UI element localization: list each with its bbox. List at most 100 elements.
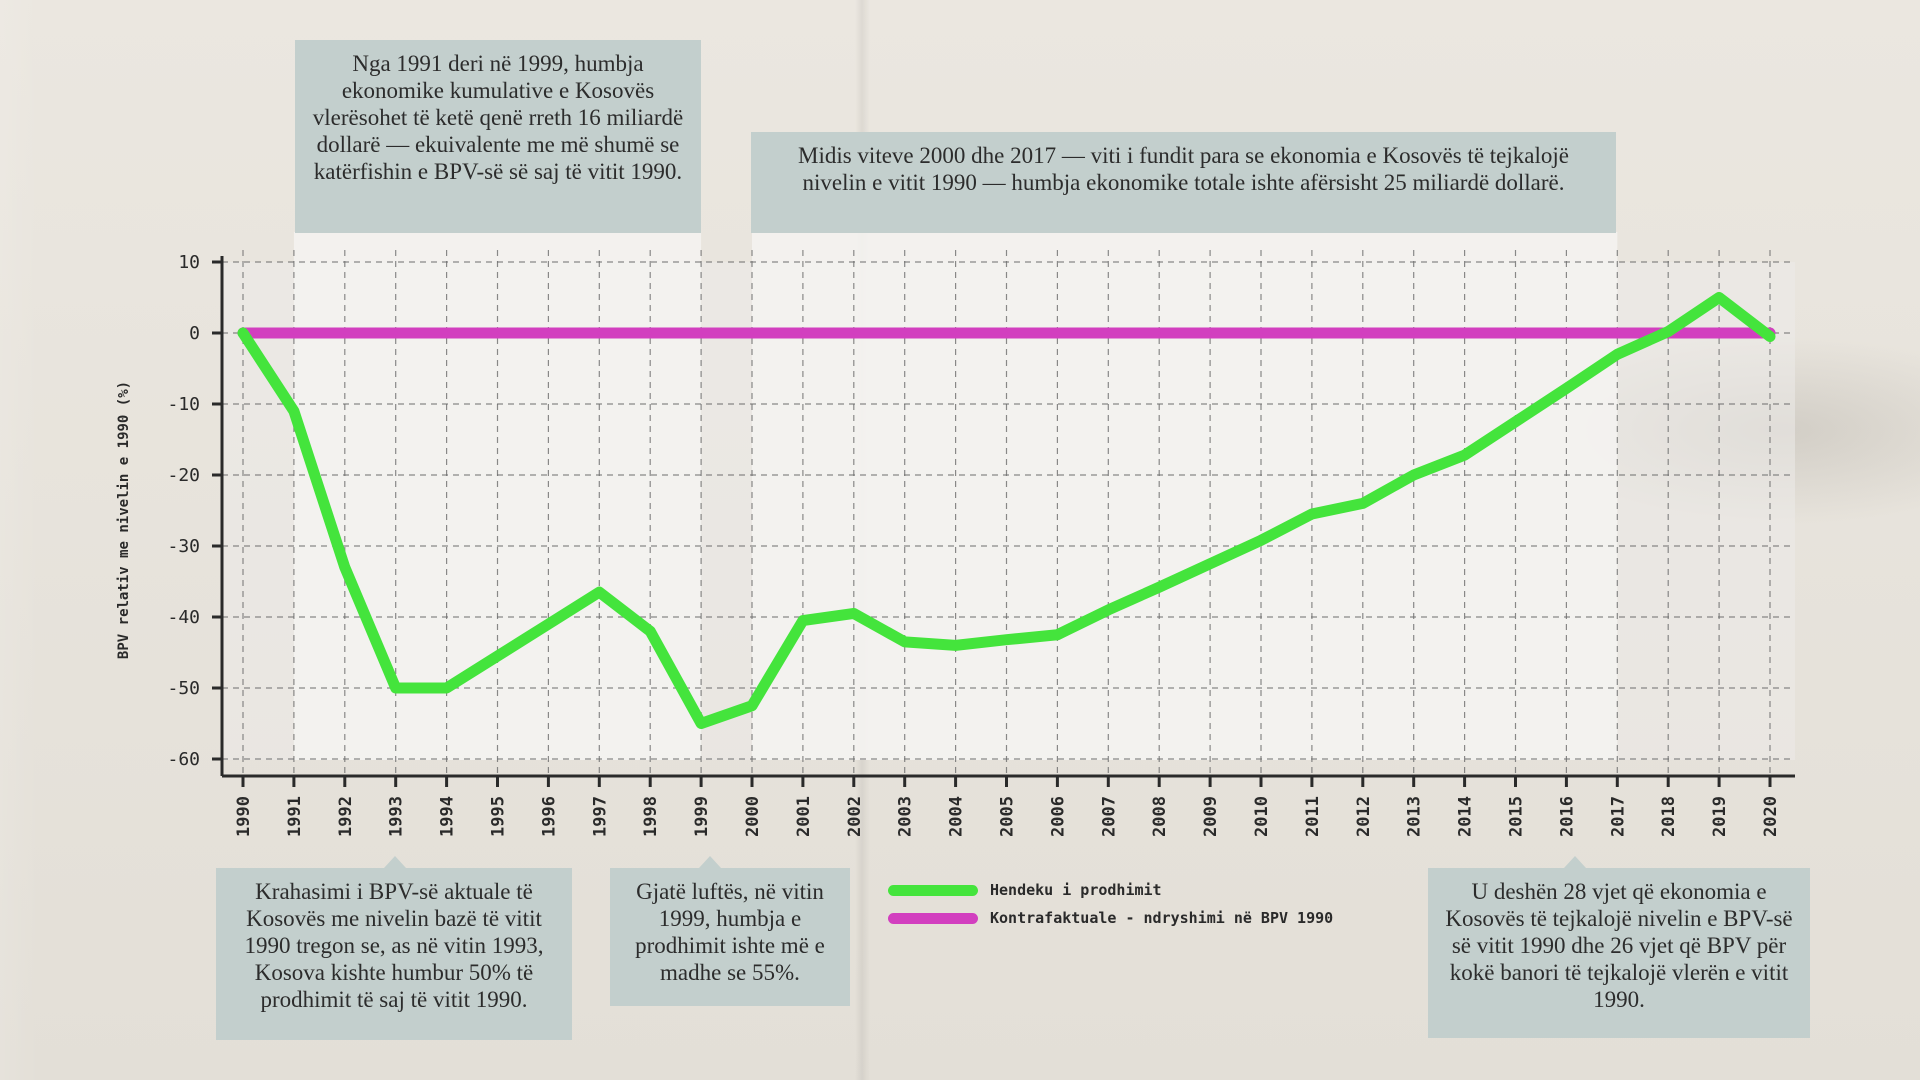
data-point-0: [241, 331, 245, 335]
annotation-pointer: [1564, 856, 1586, 868]
annotation-pointer: [699, 856, 721, 868]
x-tick-label: 2017: [1608, 796, 1628, 837]
chart-legend: Hendeku i prodhimit Kontrafaktuale - ndr…: [888, 876, 1333, 932]
data-point-0: [1208, 562, 1212, 566]
x-tick-label: 2003: [896, 796, 916, 837]
data-point-0: [1514, 420, 1517, 424]
data-point-1: [1310, 331, 1314, 335]
data-point-1: [648, 331, 652, 335]
x-tick-label: 2001: [794, 796, 814, 837]
y-tick-label: -50: [167, 678, 200, 699]
data-point-0: [597, 590, 601, 594]
plot-background: [222, 232, 1795, 760]
data-point-0: [1564, 386, 1568, 390]
data-point-0: [1157, 585, 1161, 589]
data-point-0: [445, 686, 449, 690]
y-tick-label: -60: [167, 749, 200, 770]
data-point-1: [1564, 331, 1568, 335]
legend-item-gap: Hendeku i prodhimit: [888, 876, 1333, 904]
data-point-1: [1055, 331, 1059, 335]
y-tick-label: 0: [189, 323, 200, 344]
x-tick-label: 2010: [1252, 796, 1272, 837]
data-point-0: [1055, 633, 1059, 637]
data-point-1: [750, 331, 754, 335]
data-point-1: [1615, 331, 1619, 335]
data-point-1: [546, 331, 550, 335]
data-point-0: [546, 622, 550, 626]
x-tick-label: 2000: [743, 796, 763, 837]
data-point-0: [343, 565, 347, 569]
x-tick-label: 2004: [947, 796, 967, 837]
x-tick-label: 1991: [285, 796, 305, 837]
x-tick-label: 1995: [489, 796, 509, 837]
data-point-1: [597, 331, 601, 335]
data-point-0: [1361, 501, 1365, 505]
x-tick-label: 1994: [438, 796, 458, 837]
data-point-0: [1666, 330, 1670, 334]
annotation-top-left: Nga 1991 deri në 1999, humbja ekonomike …: [295, 40, 701, 233]
x-tick-label: 2009: [1201, 796, 1221, 837]
data-point-0: [1717, 296, 1721, 299]
data-point-1: [699, 331, 703, 335]
x-tick-label: 2006: [1048, 796, 1068, 837]
data-point-1: [1005, 331, 1008, 335]
y-tick-label: -30: [167, 536, 200, 557]
y-tick-label: -10: [167, 394, 200, 415]
data-point-0: [954, 643, 958, 647]
data-point-1: [1514, 331, 1517, 335]
x-tick-label: 2007: [1099, 796, 1119, 837]
x-tick-label: 2002: [845, 796, 865, 837]
x-axis-ticks: 1990 1991 1992 1993 1994 1995 1996 1997 1998 1999…: [234, 776, 1781, 837]
data-point-0: [1412, 473, 1416, 477]
y-tick-label: 10: [178, 252, 200, 273]
x-tick-label: 2016: [1557, 796, 1577, 837]
data-point-0: [903, 640, 907, 644]
x-tick-label: 2013: [1405, 796, 1425, 837]
x-tick-label: 1997: [590, 796, 610, 837]
data-point-0: [1310, 512, 1314, 516]
data-point-1: [954, 331, 958, 335]
data-point-0: [1615, 352, 1619, 356]
data-point-0: [394, 686, 398, 690]
data-point-1: [1106, 331, 1110, 335]
x-tick-label: 1992: [336, 796, 356, 837]
y-axis-title: BPV relativ me nivelin e 1990 (%): [116, 381, 132, 659]
x-tick-label: 1996: [539, 796, 559, 837]
annotation-bottom-left: Krahasimi i BPV-së aktuale të Kosovës me…: [216, 856, 572, 1040]
annotation-bottom-right-text: U deshën 28 vjet që ekonomia e Kosovës t…: [1445, 879, 1793, 1012]
data-point-0: [1106, 608, 1110, 612]
x-tick-label: 2012: [1354, 796, 1374, 837]
x-tick-label: 2011: [1303, 796, 1323, 837]
x-tick-label: 2014: [1456, 796, 1476, 837]
x-tick-label: 2018: [1659, 796, 1679, 837]
x-tick-label: 2015: [1507, 796, 1527, 837]
data-point-1: [1259, 331, 1263, 335]
x-tick-label: 1999: [692, 796, 712, 837]
legend-item-counterfactual: Kontrafaktuale - ndryshimi në BPV 1990: [888, 904, 1333, 932]
data-point-0: [852, 611, 856, 615]
annotation-bottom-middle-text: Gjatë luftës, në vitin 1999, humbja e pr…: [635, 879, 825, 985]
data-point-0: [699, 722, 703, 725]
legend-swatch-counterfactual: [888, 912, 978, 924]
legend-swatch-gap: [888, 884, 978, 896]
data-point-0: [1768, 335, 1772, 339]
annotation-top-middle-text: Midis viteve 2000 dhe 2017 — viti i fund…: [798, 143, 1569, 195]
annotation-bottom-right: U deshën 28 vjet që ekonomia e Kosovës t…: [1428, 856, 1810, 1038]
data-point-1: [1463, 331, 1467, 335]
data-point-0: [648, 629, 652, 633]
x-tick-label: 2008: [1150, 796, 1170, 837]
annotation-pointer: [384, 856, 406, 868]
data-point-0: [750, 704, 754, 708]
x-tick-label: 2019: [1710, 796, 1730, 837]
legend-label-gap: Hendeku i prodhimit: [990, 881, 1162, 899]
data-point-1: [1157, 331, 1161, 335]
x-tick-label: 1990: [234, 796, 254, 837]
data-point-1: [801, 331, 805, 335]
data-point-1: [343, 331, 347, 335]
data-point-0: [292, 409, 296, 413]
x-tick-label: 1998: [641, 796, 661, 837]
data-point-1: [445, 331, 449, 335]
data-point-1: [1412, 331, 1416, 335]
data-point-1: [394, 331, 398, 335]
annotation-top-left-text: Nga 1991 deri në 1999, humbja ekonomike …: [312, 51, 684, 184]
